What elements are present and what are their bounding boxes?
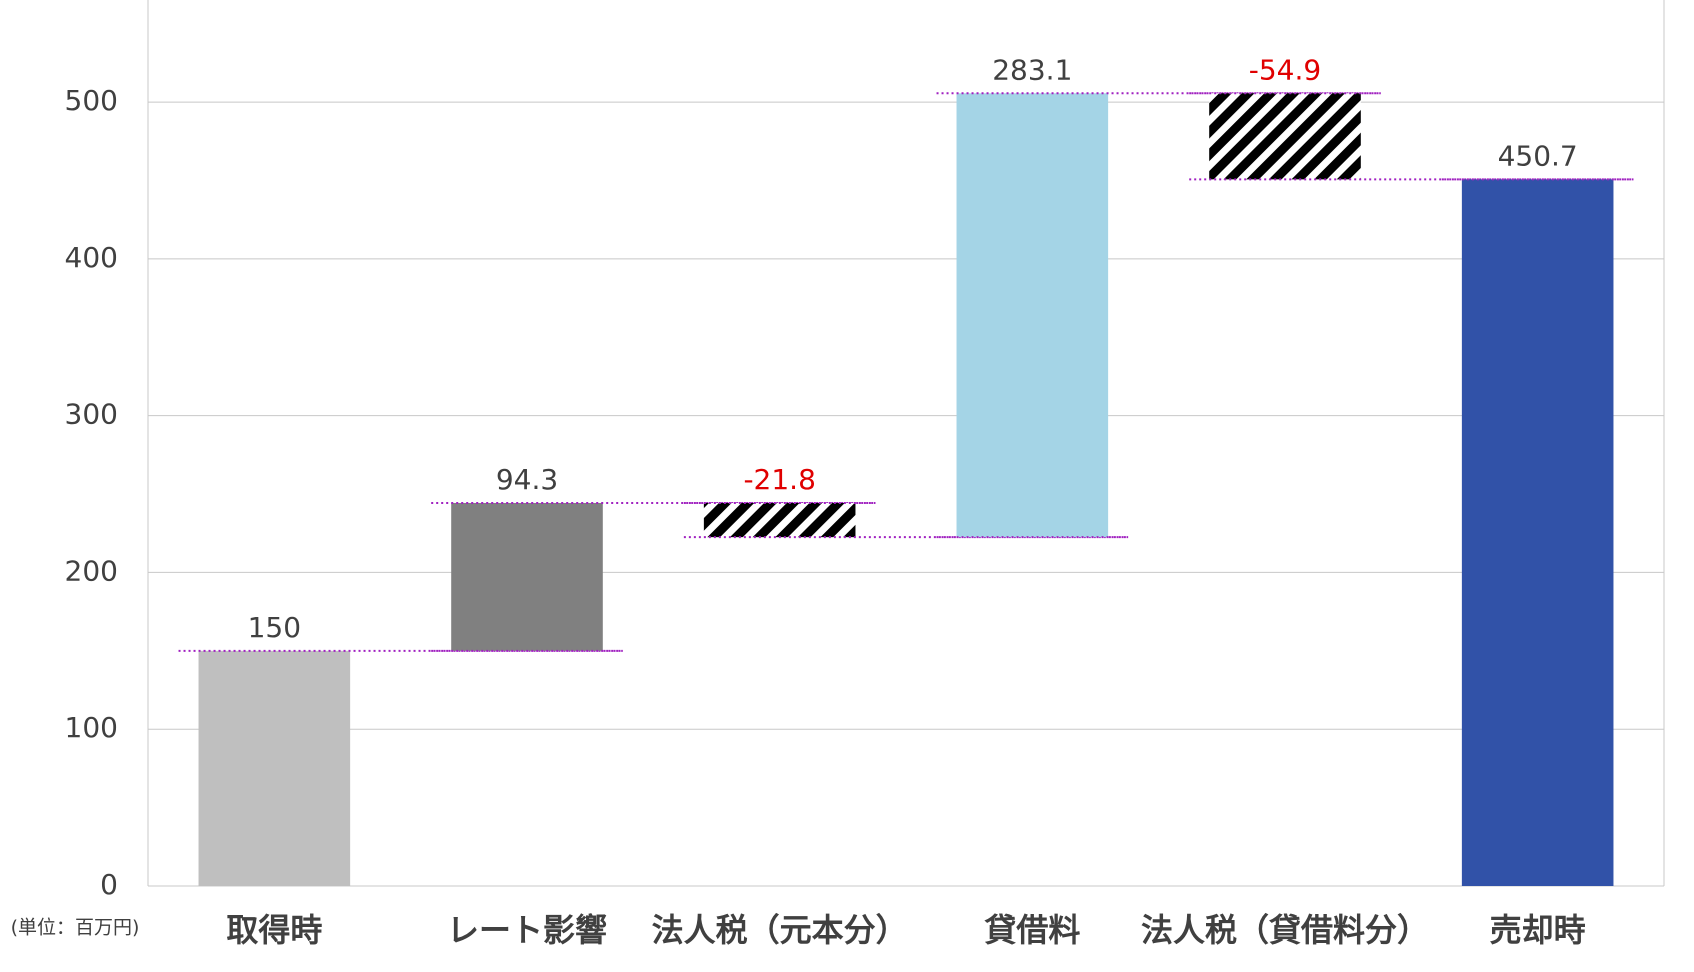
total-bar [1461, 179, 1614, 886]
x-tick-label: 売却時 [1490, 911, 1586, 949]
bar [198, 650, 351, 886]
y-axis-label: (単位：百万円) [11, 917, 140, 939]
y-tick-label: 0 [100, 868, 118, 901]
value-label: -54.9 [1249, 53, 1321, 86]
y-tick-label: 300 [65, 398, 118, 431]
x-tick-label: レート影響 [447, 911, 607, 949]
value-label: 150 [248, 611, 301, 644]
value-label: 450.7 [1498, 139, 1578, 172]
x-tick-label: 貸借料 [984, 911, 1080, 949]
y-tick-label: 500 [65, 84, 118, 117]
bar [956, 93, 1109, 538]
y-tick-label: 100 [65, 711, 118, 744]
value-label: -21.8 [743, 463, 815, 496]
x-tick-label: 法人税（元本分） [652, 911, 908, 949]
x-tick-label: 取得時 [226, 911, 322, 949]
value-label: 94.3 [496, 463, 558, 496]
bar [451, 502, 603, 651]
y-tick-label: 200 [65, 554, 118, 587]
x-tick-label: 法人税（貸借料分） [1141, 911, 1429, 949]
value-label: 283.1 [992, 53, 1072, 86]
y-tick-label: 400 [65, 241, 118, 274]
decrease-bar [703, 502, 856, 538]
decrease-bar [1209, 93, 1361, 180]
